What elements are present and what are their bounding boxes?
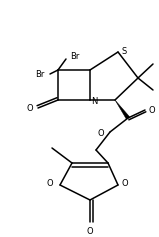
Text: O: O — [46, 179, 53, 188]
Text: O: O — [149, 105, 155, 114]
Text: O: O — [97, 129, 104, 138]
Text: N: N — [91, 96, 97, 105]
Text: O: O — [27, 104, 33, 113]
Text: O: O — [122, 179, 128, 188]
Text: S: S — [121, 46, 127, 55]
Text: Br: Br — [70, 51, 79, 60]
Text: O: O — [87, 227, 93, 236]
Text: Br: Br — [35, 69, 44, 78]
Polygon shape — [115, 100, 130, 119]
